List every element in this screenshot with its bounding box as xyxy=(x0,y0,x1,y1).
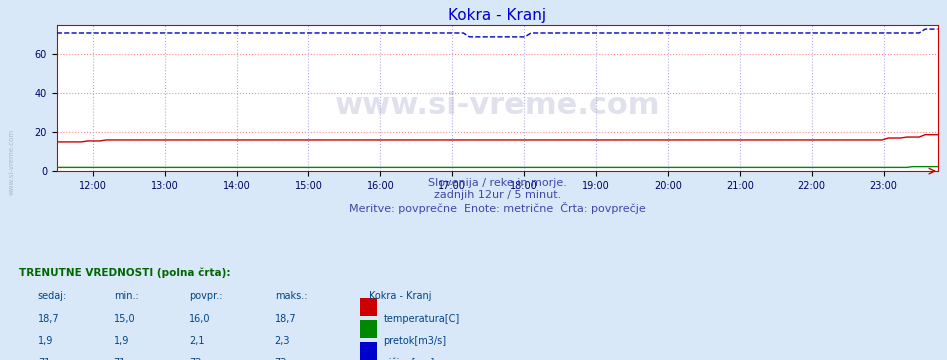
Text: 71: 71 xyxy=(38,358,50,360)
Text: zadnjih 12ur / 5 minut.: zadnjih 12ur / 5 minut. xyxy=(434,190,561,199)
Text: maks.:: maks.: xyxy=(275,292,307,301)
Text: 1,9: 1,9 xyxy=(114,336,129,346)
Text: 2,3: 2,3 xyxy=(275,336,290,346)
Text: Slovenija / reke in morje.: Slovenija / reke in morje. xyxy=(428,177,566,188)
Text: 71: 71 xyxy=(114,358,126,360)
Text: 15,0: 15,0 xyxy=(114,314,135,324)
Text: 18,7: 18,7 xyxy=(38,314,60,324)
Text: temperatura[C]: temperatura[C] xyxy=(384,314,460,324)
Text: 16,0: 16,0 xyxy=(189,314,211,324)
FancyBboxPatch shape xyxy=(360,320,377,338)
Title: Kokra - Kranj: Kokra - Kranj xyxy=(448,8,546,23)
Text: 73: 73 xyxy=(275,358,287,360)
FancyBboxPatch shape xyxy=(360,297,377,316)
Text: www.si-vreme.com: www.si-vreme.com xyxy=(9,129,14,195)
Text: 72: 72 xyxy=(189,358,202,360)
Text: sedaj:: sedaj: xyxy=(38,292,67,301)
Text: pretok[m3/s]: pretok[m3/s] xyxy=(384,336,447,346)
Text: 1,9: 1,9 xyxy=(38,336,53,346)
Text: Meritve: povprečne  Enote: metrične  Črta: povprečje: Meritve: povprečne Enote: metrične Črta:… xyxy=(348,202,646,213)
Text: povpr.:: povpr.: xyxy=(189,292,223,301)
Text: višina[cm]: višina[cm] xyxy=(384,358,435,360)
Text: Kokra - Kranj: Kokra - Kranj xyxy=(369,292,432,301)
Text: 18,7: 18,7 xyxy=(275,314,296,324)
Text: TRENUTNE VREDNOSTI (polna črta):: TRENUTNE VREDNOSTI (polna črta): xyxy=(19,267,230,278)
Text: min.:: min.: xyxy=(114,292,138,301)
FancyBboxPatch shape xyxy=(360,342,377,360)
Text: www.si-vreme.com: www.si-vreme.com xyxy=(334,91,660,120)
Text: 2,1: 2,1 xyxy=(189,336,205,346)
